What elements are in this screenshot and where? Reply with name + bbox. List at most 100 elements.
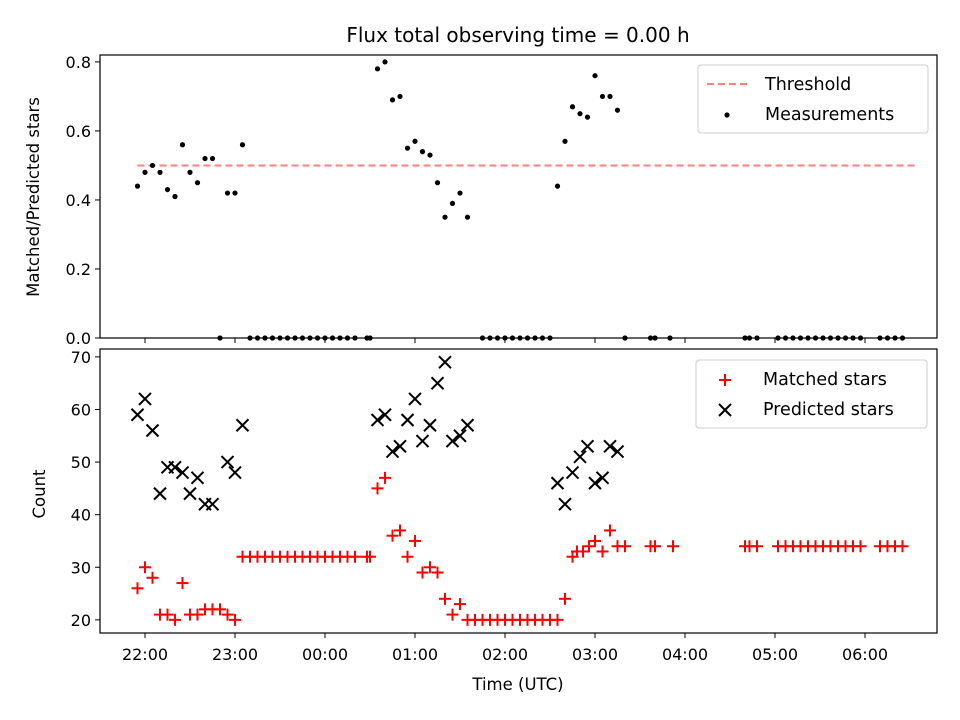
y-tick-label: 0.4	[66, 191, 91, 210]
matched-stars-series	[131, 471, 909, 626]
matched-star-point	[161, 608, 174, 621]
predicted-star-point	[460, 418, 475, 432]
matched-star-point	[229, 613, 241, 626]
measurement-point	[607, 93, 613, 100]
top-y-axis-label: Matched/Predicted stars	[24, 97, 43, 297]
matched-star-point	[577, 545, 589, 558]
measurement-point	[254, 335, 261, 341]
measurement-point	[805, 335, 811, 341]
predicted-star-point	[550, 476, 565, 490]
measurement-point	[209, 155, 216, 162]
x-tick-label: 00:00	[302, 645, 348, 664]
matched-star-point	[379, 471, 391, 484]
measurement-point	[457, 190, 463, 196]
measurement-point	[667, 335, 673, 341]
legend-predicted-label: Predicted stars	[763, 400, 894, 420]
measurement-point	[179, 142, 186, 148]
measurement-point	[652, 335, 658, 341]
predicted-star-point	[145, 423, 160, 438]
measurement-point	[419, 149, 426, 155]
top-legend-box	[697, 64, 929, 134]
measurement-point	[322, 335, 328, 341]
predicted-star-point	[610, 444, 625, 459]
measurement-point	[367, 335, 373, 341]
measurement-point	[842, 335, 849, 341]
measurement-point	[142, 169, 148, 175]
legend-matched-swatch	[719, 374, 731, 386]
predicted-star-point	[603, 439, 617, 454]
bottom-legend-box	[695, 359, 928, 429]
matched-star-point	[146, 571, 159, 584]
measurement-point	[790, 335, 796, 341]
predicted-star-point	[445, 434, 460, 448]
matched-star-point	[364, 550, 376, 563]
measurement-point	[329, 335, 336, 341]
measurement-point	[742, 335, 748, 341]
measurement-point	[850, 335, 856, 341]
predicted-star-point	[205, 497, 220, 511]
matched-star-point	[131, 582, 144, 595]
measurement-point	[812, 335, 819, 341]
matched-star-point	[371, 482, 384, 495]
measurement-point	[547, 335, 553, 341]
measurement-point	[487, 335, 493, 341]
measurement-point	[539, 335, 546, 341]
measurement-point	[269, 335, 276, 341]
measurement-point	[134, 183, 141, 189]
measurement-point	[622, 335, 628, 341]
measurement-point	[382, 59, 388, 65]
predicted-star-point	[175, 465, 190, 480]
legend-measurements-swatch	[724, 112, 730, 118]
y-tick-label: 20	[71, 611, 91, 630]
matched-star-point	[551, 613, 564, 626]
predicted-star-point	[183, 486, 197, 501]
matched-star-point	[349, 550, 361, 563]
y-tick-label: 60	[71, 400, 91, 419]
predicted-star-point	[423, 418, 437, 432]
measurement-point	[307, 335, 313, 341]
measurement-point	[524, 335, 531, 341]
bottom-plot-frame	[99, 348, 938, 634]
measurement-point	[835, 335, 841, 341]
matched-star-point	[401, 550, 414, 563]
measurement-point	[892, 335, 898, 341]
matched-star-point	[604, 524, 616, 537]
measurement-point	[442, 214, 448, 220]
legend-predicted-swatch	[718, 403, 732, 417]
measurement-point	[775, 335, 781, 341]
legend-matched-label: Matched stars	[763, 370, 887, 390]
predicted-star-point	[573, 450, 587, 464]
predicted-star-point	[153, 486, 167, 501]
matched-star-point	[559, 592, 571, 605]
predicted-star-point	[138, 392, 152, 406]
measurement-point	[797, 335, 804, 341]
predicted-star-point	[415, 434, 430, 448]
measurement-point	[479, 335, 486, 341]
y-tick-label: 0.6	[66, 122, 91, 141]
measurement-point	[614, 107, 621, 113]
measurement-point	[352, 335, 358, 341]
measurement-point	[149, 162, 156, 169]
measurement-point	[577, 111, 583, 117]
matched-star-point	[596, 545, 609, 558]
measurement-point	[172, 193, 178, 200]
measurement-point	[647, 335, 654, 341]
y-tick-label: 0.2	[66, 260, 91, 279]
measurement-point	[157, 169, 163, 175]
measurement-point	[746, 335, 753, 341]
predicted-star-point	[453, 429, 467, 443]
predicted-star-point	[430, 376, 445, 390]
predicted-star-point	[235, 418, 250, 432]
top-panel: 0.00.20.40.60.8 Matched/Predicted stars …	[24, 53, 938, 348]
predicted-star-point	[408, 392, 422, 406]
measurement-point	[877, 335, 883, 341]
y-tick-label: 0.8	[66, 53, 91, 72]
measurement-point	[569, 104, 576, 110]
x-tick-label: 06:00	[842, 645, 888, 664]
predicted-star-point	[220, 455, 235, 469]
y-tick-label: 0.0	[66, 329, 91, 348]
matched-star-point	[409, 534, 421, 547]
x-tick-label: 22:00	[122, 645, 168, 664]
matched-star-point	[416, 566, 429, 579]
